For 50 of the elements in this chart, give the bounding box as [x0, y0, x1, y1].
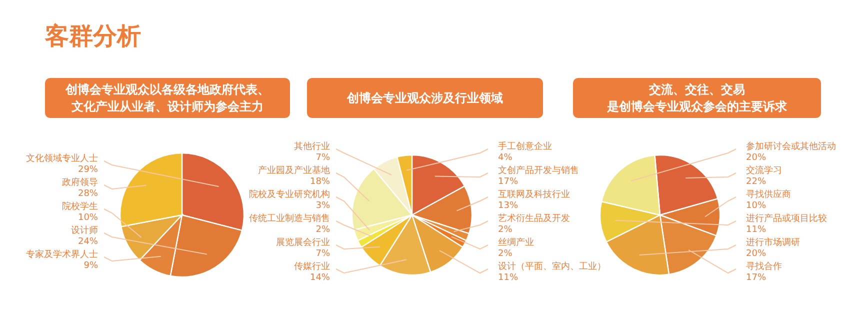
data-label: 22% — [746, 177, 766, 187]
slice-label: 进行产品或项目比较 — [746, 213, 827, 224]
slice-label: 进行市场调研 — [746, 237, 800, 248]
chart-subtitle: 创博会专业观众涉及行业领域 — [346, 91, 503, 105]
slice-label: 专家及学术界人士 — [26, 249, 98, 260]
data-label: 11% — [498, 273, 518, 283]
slice-label: 设计（平面、室内、工业） — [498, 261, 606, 272]
slice-label: 文化领域专业人士 — [26, 153, 98, 164]
slice-label: 手工创意企业 — [498, 141, 552, 152]
slice-label: 寻找供应商 — [746, 189, 791, 200]
slice-label: 交流学习 — [746, 165, 782, 176]
data-label: 3% — [316, 201, 330, 211]
data-label: 14% — [310, 273, 330, 283]
slice-label: 文创产品开发与销售 — [498, 165, 579, 176]
chart-subtitle: 创博会专业观众以各级各地政府代表、文化产业从业者、设计师为参会主力 — [64, 82, 270, 114]
slice-label: 院校学生 — [62, 201, 98, 212]
data-label: 24% — [78, 237, 98, 247]
slice-label: 参加研讨会或其他活动 — [746, 141, 836, 152]
data-label: 29% — [78, 165, 98, 175]
slice-label: 政府领导 — [62, 177, 98, 188]
slice-label: 展览展会行业 — [276, 237, 330, 248]
data-label: 20% — [746, 249, 766, 259]
slice-label: 寻找合作 — [746, 261, 782, 272]
slice-label: 其他行业 — [294, 141, 330, 152]
data-label: 17% — [746, 273, 766, 283]
slice-label: 丝绸产业 — [498, 237, 534, 248]
data-label: 7% — [316, 249, 330, 259]
data-label: 2% — [498, 249, 513, 259]
data-label: 17% — [498, 177, 518, 187]
data-label: 2% — [316, 225, 330, 235]
chart-subtitle: 交流、交往、交易是创博会专业观众参会的主要诉求 — [606, 82, 788, 114]
data-label: 18% — [310, 177, 330, 187]
slice-label: 产业园及产业基地 — [258, 165, 330, 176]
slice-label: 艺术衍生品及开发 — [498, 213, 570, 224]
data-label: 13% — [498, 201, 518, 211]
data-label: 10% — [746, 201, 766, 211]
slice-label: 设计师 — [71, 225, 98, 236]
data-label: 9% — [84, 261, 98, 271]
slice-label: 传媒行业 — [294, 261, 330, 272]
data-label: 4% — [498, 153, 513, 163]
data-label: 20% — [746, 153, 766, 163]
data-label: 2% — [498, 225, 513, 235]
slice-label: 院校及专业研究机构 — [249, 189, 330, 200]
data-label: 11% — [746, 225, 766, 235]
data-label: 10% — [78, 213, 98, 223]
chart-title: 客群分析 — [44, 22, 141, 50]
data-label: 7% — [316, 153, 330, 163]
slice-label: 互联网及科技行业 — [498, 189, 570, 200]
data-label: 28% — [78, 189, 98, 199]
slice-label: 传统工业制造与销售 — [249, 213, 330, 224]
